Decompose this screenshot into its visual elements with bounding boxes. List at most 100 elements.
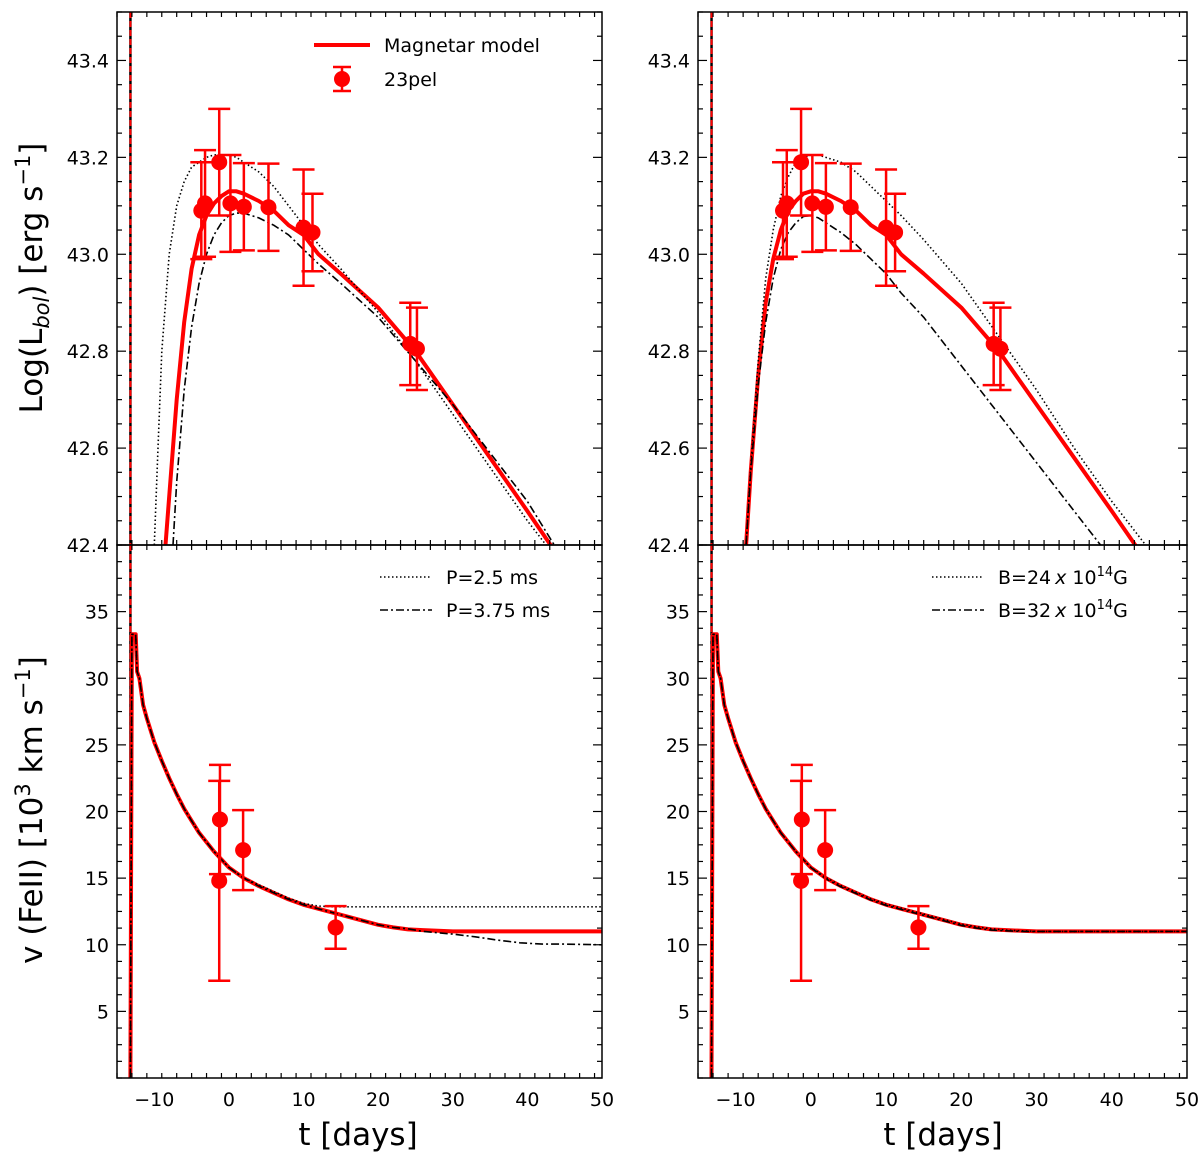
series-solid-line [744, 189, 1138, 545]
ytick-label: 42.6 [67, 438, 109, 460]
xtick-label: 50 [1175, 1089, 1199, 1111]
panel-bottom-left: 5 10 15 20 25 30 35 −10 0 10 20 30 40 50 [85, 544, 614, 1111]
ytick-label: 15 [666, 868, 690, 890]
ytick-label: 42.8 [67, 341, 109, 363]
ytick-label: 15 [85, 868, 109, 890]
panel-bottom-right: 5 10 15 20 25 30 35 −10 0 10 20 30 40 50 [666, 544, 1199, 1111]
panel-top-right: 42.4 42.6 42.8 43.0 43.2 43.4 [648, 11, 1188, 557]
xlabel-right: t [days] [883, 1117, 1002, 1153]
xtick-label: 10 [874, 1089, 898, 1111]
data-point [232, 161, 255, 252]
data-point [989, 306, 1012, 392]
series-dashdot-line [172, 212, 556, 545]
data-point [208, 763, 231, 876]
data-point [839, 162, 862, 253]
xtick-label: 0 [223, 1089, 235, 1111]
ytick-label: 20 [85, 802, 109, 824]
plot-area [710, 12, 1147, 545]
series-solid-line [128, 632, 602, 1078]
series-dotted-line [745, 154, 1147, 545]
ytick-label: 10 [85, 935, 109, 957]
series-solid-line [163, 189, 553, 545]
ticks [697, 11, 1187, 546]
legend-dashdot-label: P=3.75 ms [446, 600, 550, 622]
ytick-label: 20 [666, 802, 690, 824]
ticks [116, 11, 602, 546]
ytick-label: 43.2 [67, 147, 109, 169]
plot-area [709, 545, 1187, 1078]
data-point [775, 148, 798, 258]
ylabel-top: Log(Lbol) [erg s−1] [11, 143, 54, 414]
legend-left-variants: P=2.5 ms P=3.75 ms [380, 567, 550, 622]
legend-data-label: 23pel [384, 69, 437, 91]
xtick-label: 40 [1100, 1089, 1124, 1111]
data-point [405, 306, 428, 392]
ytick-label: 43.4 [67, 50, 109, 72]
ylabel-bottom: v (FeII) [103 km s−1] [11, 656, 50, 964]
data-point [219, 153, 242, 254]
ytick-label: 42.6 [648, 438, 690, 460]
ytick-label: 35 [85, 602, 109, 624]
xlabel-left: t [days] [298, 1117, 417, 1153]
legend-dotted-label: P=2.5 ms [446, 567, 538, 589]
series-dashdot-line [745, 214, 1102, 545]
xtick-label: −10 [716, 1089, 756, 1111]
plot-area [129, 12, 556, 545]
series-dotted-line [710, 633, 1187, 1078]
data-point [907, 904, 930, 950]
xtick-label: 40 [515, 1089, 539, 1111]
axes-frame [116, 544, 603, 1079]
series-dashdot-line [710, 633, 1187, 1078]
ytick-label: 10 [666, 935, 690, 957]
series-dashdot-line [129, 633, 602, 1078]
xtick-label: 50 [590, 1089, 614, 1111]
panel-top-left: 42.4 42.6 42.8 43.0 43.2 43.4 [67, 11, 603, 557]
series-dotted-line [129, 633, 602, 1078]
ytick-label: 5 [97, 1001, 109, 1023]
xtick-label: 20 [366, 1089, 390, 1111]
ytick-label: 42.4 [67, 535, 109, 557]
data-point [301, 192, 324, 273]
ytick-label: 43.0 [648, 244, 690, 266]
series-solid-line [709, 632, 1187, 1078]
data-point [208, 107, 231, 217]
data-point [190, 160, 213, 261]
data-point [790, 763, 813, 876]
legend-b32-label: B=32 x 1014G [998, 598, 1128, 622]
ticks [116, 544, 602, 1079]
legend-data-swatch [333, 65, 351, 93]
xtick-label: 30 [1024, 1089, 1048, 1111]
xtick-label: 20 [949, 1089, 973, 1111]
legend-main: Magnetar model 23pel [314, 35, 540, 93]
data-point [801, 153, 824, 254]
series-dotted-line [153, 154, 548, 545]
axes-frame [697, 544, 1188, 1079]
xtick-label: 10 [291, 1089, 315, 1111]
ytick-label: 25 [85, 735, 109, 757]
xtick-label: 0 [805, 1089, 817, 1111]
legend-model-label: Magnetar model [384, 35, 540, 57]
ytick-label: 43.0 [67, 244, 109, 266]
data-point [324, 904, 347, 950]
data-point [884, 192, 907, 273]
data-point [257, 162, 280, 253]
data-point [194, 148, 217, 258]
ytick-label: 42.4 [648, 535, 690, 557]
xtick-label: −10 [134, 1089, 174, 1111]
ytick-label: 35 [666, 602, 690, 624]
ytick-label: 25 [666, 735, 690, 757]
data-point [814, 808, 837, 892]
ytick-label: 43.4 [648, 50, 690, 72]
data-point [232, 808, 255, 892]
data-point [790, 107, 813, 217]
ytick-label: 42.8 [648, 341, 690, 363]
legend-b24-label: B=24 x 1014G [998, 565, 1128, 589]
ytick-label: 30 [85, 668, 109, 690]
ytick-label: 43.2 [648, 147, 690, 169]
data-point [814, 161, 837, 252]
ticks [697, 544, 1187, 1079]
plot-area [128, 545, 602, 1078]
xtick-label: 30 [441, 1089, 465, 1111]
legend-right-variants: B=24 x 1014G B=32 x 1014G [932, 565, 1128, 622]
